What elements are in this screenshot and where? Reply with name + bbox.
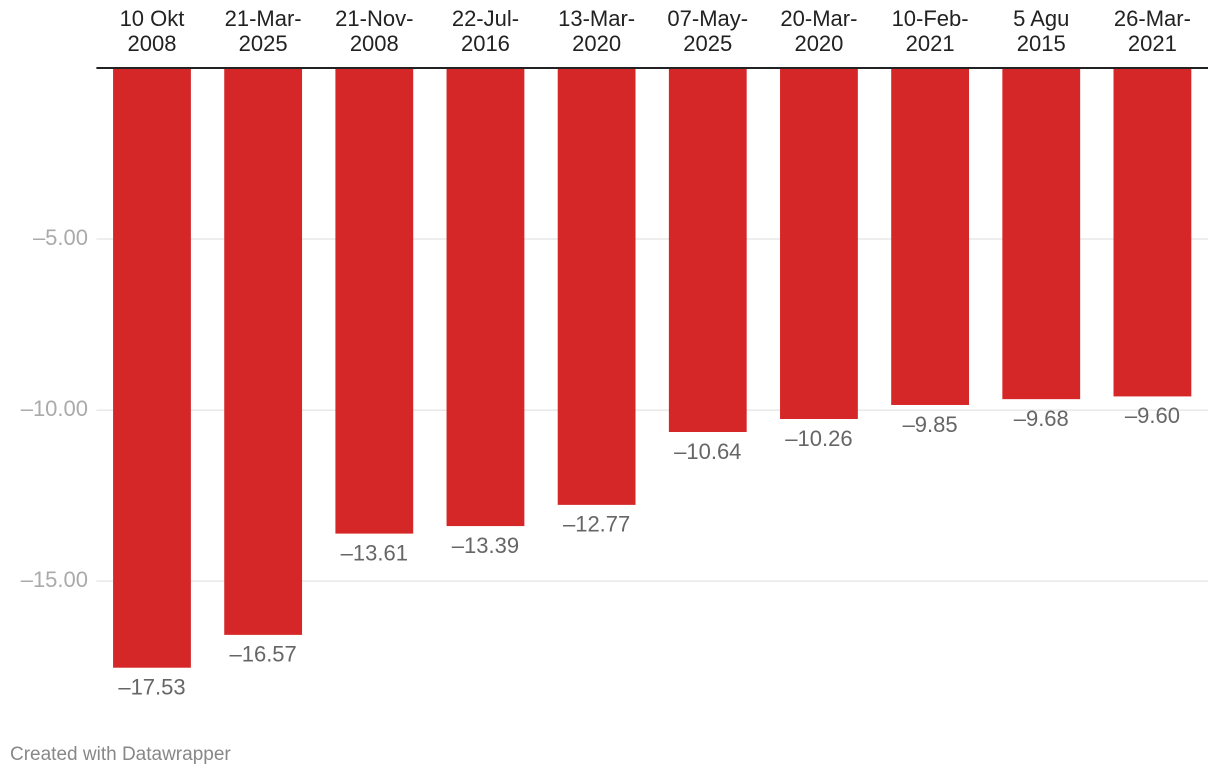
bar	[668, 68, 747, 432]
value-label: –12.77	[563, 512, 630, 537]
value-label: –13.39	[452, 533, 519, 558]
y-tick-label: –10.00	[21, 396, 88, 421]
y-tick-label: –15.00	[21, 567, 88, 592]
x-tick-label: 21-Mar-2025	[224, 6, 302, 56]
value-label: –9.60	[1125, 403, 1180, 428]
bar	[780, 68, 858, 419]
bar	[335, 68, 414, 534]
x-tick-label: 13-Mar-2020	[558, 6, 636, 56]
x-tick-label: 5 Agu 2015	[1013, 6, 1070, 56]
bar	[224, 68, 303, 635]
x-tick-label: 20-Mar-2020	[780, 6, 858, 56]
x-tick-label: 21-Nov-2008	[335, 6, 414, 56]
value-label: –13.61	[341, 540, 408, 565]
value-label: –10.26	[785, 426, 852, 451]
value-label: –17.53	[118, 675, 185, 700]
x-tick-label: 26-Mar-2021	[1113, 6, 1191, 56]
footer: Created with Datawrapper	[10, 744, 231, 765]
bar	[1113, 68, 1192, 397]
x-tick-label: 10-Feb-2021	[891, 6, 969, 56]
x-tick-label: 22-Jul-2016	[451, 6, 520, 56]
value-label: –10.64	[674, 439, 741, 464]
x-tick-label: 07-May-2025	[667, 6, 749, 56]
bar	[557, 68, 636, 505]
bar	[891, 68, 970, 405]
bar	[446, 68, 525, 527]
y-tick-label: –5.00	[33, 225, 88, 250]
value-label: –16.57	[229, 642, 296, 667]
value-label: –9.68	[1014, 406, 1069, 431]
value-label: –9.85	[903, 412, 958, 437]
x-tick-label: 10 Okt 2008	[119, 6, 185, 56]
bar	[1002, 68, 1081, 400]
bar	[113, 68, 191, 668]
